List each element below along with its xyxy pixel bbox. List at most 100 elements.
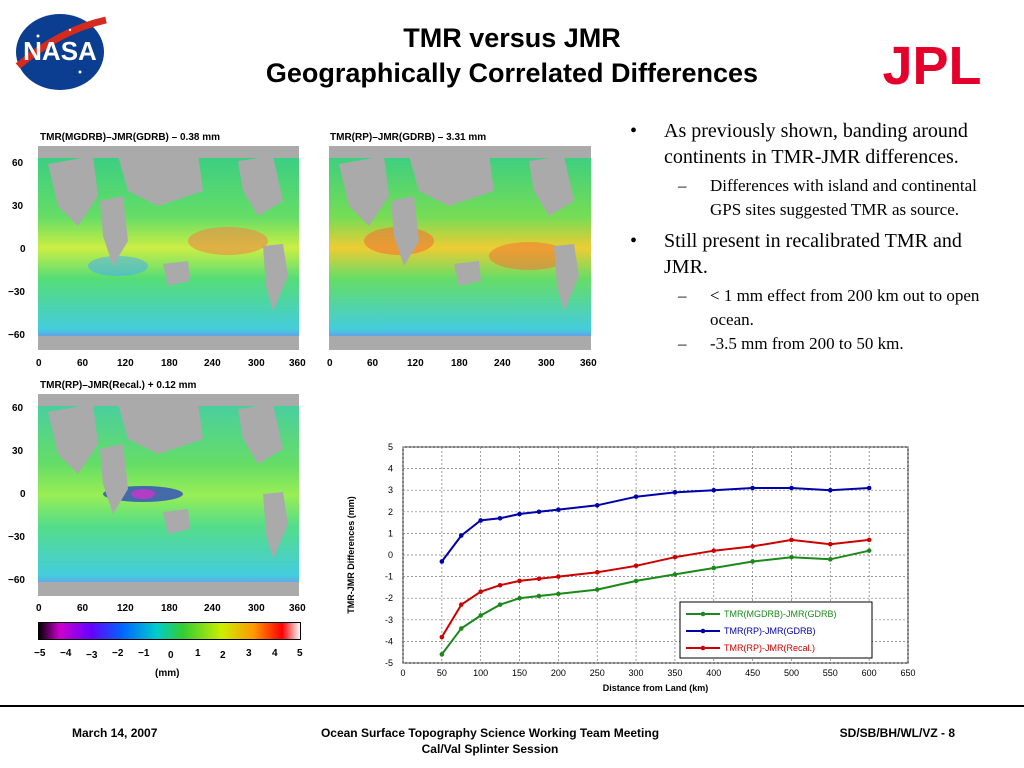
map1-lat-tick: 60 <box>12 158 24 169</box>
dash-icon: – <box>678 334 687 353</box>
data-point-series-3 <box>750 544 755 549</box>
map2-lon-tick: 300 <box>538 358 555 369</box>
data-point-series-1 <box>497 602 503 607</box>
sub-bullet-item: – Differences with island and continental… <box>620 174 1010 222</box>
footer-meeting: Ocean Surface Topography Science Working… <box>320 726 660 740</box>
map2-lon-tick: 120 <box>407 358 424 369</box>
data-point-series-1 <box>711 565 717 571</box>
y-tick-label: -3 <box>385 615 393 625</box>
map1-lat-tick: 30 <box>12 201 24 212</box>
map3-lon-tick: 0 <box>36 603 42 614</box>
legend-marker-2 <box>700 628 706 634</box>
map3-lon-tick: 300 <box>248 603 265 614</box>
y-tick-label: 3 <box>388 485 393 495</box>
bullet-list: • As previously shown, banding around con… <box>620 118 1010 362</box>
map2-lon-tick: 60 <box>367 358 379 369</box>
slide-title-line2: Geographically Correlated Differences <box>265 58 759 88</box>
sub-bullet-text: -3.5 mm from 200 to 50 km. <box>710 334 904 353</box>
data-point-series-2 <box>828 487 833 493</box>
map1-lat-tick: −60 <box>8 330 25 341</box>
legend-label-2: TMR(RP)-JMR(GDRB) <box>724 626 815 636</box>
data-point-series-1 <box>789 554 794 560</box>
data-point-series-1 <box>439 652 445 657</box>
data-point-series-3 <box>828 541 833 547</box>
data-point-series-2 <box>556 507 561 512</box>
nasa-logo: NASA <box>15 14 107 90</box>
footer-page: SD/SB/BH/WL/VZ - 8 <box>839 726 955 740</box>
y-tick-label: -5 <box>385 658 393 668</box>
data-point-series-2 <box>594 503 600 508</box>
data-point-series-1 <box>750 559 755 564</box>
map1-lon-tick: 180 <box>161 358 178 369</box>
data-point-series-2 <box>672 490 678 495</box>
map3-lat-tick: −30 <box>8 532 25 543</box>
data-point-series-1 <box>536 593 542 599</box>
data-point-series-2 <box>711 487 717 493</box>
data-point-series-3 <box>866 537 872 543</box>
dash-icon: – <box>678 176 687 195</box>
data-point-series-1 <box>672 572 678 577</box>
x-tick-label: 450 <box>745 668 760 678</box>
data-point-series-1 <box>517 595 522 601</box>
x-tick-label: 350 <box>667 668 682 678</box>
map2-lon-tick: 0 <box>327 358 333 369</box>
colorbar-tick: 1 <box>195 648 201 659</box>
y-tick-label: 0 <box>388 550 393 560</box>
bullet-text: As previously shown, banding around cont… <box>664 120 968 168</box>
map1-image <box>38 146 299 350</box>
map2-image <box>329 146 591 350</box>
x-tick-label: 200 <box>551 668 566 678</box>
bullet-dot-icon: • <box>630 120 638 142</box>
map1-lat-tick: −30 <box>8 287 25 298</box>
colorbar-tick: 0 <box>168 650 174 661</box>
map3-lon-tick: 240 <box>204 603 221 614</box>
data-point-series-3 <box>672 554 678 560</box>
map3-lat-tick: 0 <box>20 489 26 500</box>
y-tick-label: -1 <box>385 572 393 582</box>
data-point-series-2 <box>789 485 794 491</box>
map3-lon-tick: 180 <box>161 603 178 614</box>
data-point-series-2 <box>517 511 522 517</box>
x-tick-label: 600 <box>862 668 877 678</box>
legend-label-3: TMR(RP)-JMR(Recal.) <box>724 643 815 653</box>
colorbar-tick: −2 <box>112 648 124 659</box>
data-point-series-2 <box>750 485 755 491</box>
colorbar <box>38 622 301 640</box>
y-tick-label: -4 <box>385 636 393 646</box>
legend-label-1: TMR(MGDRB)-JMR(GDRB) <box>724 609 836 619</box>
data-point-series-3 <box>439 634 445 640</box>
colorbar-tick: 2 <box>220 650 226 661</box>
y-axis-label: TMR-JMR Differences (mm) <box>346 496 356 614</box>
map3-lon-tick: 60 <box>77 603 89 614</box>
data-point-series-2 <box>458 533 464 538</box>
line-chart: 0 50 100 150 200 250 300 350 400 450 500 550 600 6505… <box>346 442 916 693</box>
jpl-logo: JPL <box>882 40 981 90</box>
bullet-text: Still present in recalibrated TMR and JM… <box>664 230 962 278</box>
colorbar-unit: (mm) <box>155 668 180 679</box>
data-point-series-1 <box>594 587 600 592</box>
x-tick-label: 100 <box>473 668 488 678</box>
colorbar-tick: −3 <box>86 650 98 661</box>
jpl-logo-text: JPL <box>882 40 981 90</box>
x-tick-label: 300 <box>629 668 644 678</box>
map1-lon-tick: 300 <box>248 358 265 369</box>
colorbar-tick: −1 <box>138 648 150 659</box>
bullet-item: • Still present in recalibrated TMR and J… <box>620 228 1010 280</box>
map3-lon-tick: 360 <box>289 603 306 614</box>
data-point-series-3 <box>789 537 794 543</box>
data-point-series-3 <box>497 582 503 588</box>
data-point-series-3 <box>517 578 522 584</box>
x-tick-label: 250 <box>590 668 605 678</box>
map3-lat-tick: −60 <box>8 575 25 586</box>
map2-lon-tick: 180 <box>451 358 468 369</box>
x-tick-label: 50 <box>437 668 447 678</box>
data-point-series-3 <box>711 548 717 553</box>
data-point-series-3 <box>594 569 600 575</box>
y-tick-label: 4 <box>388 464 393 474</box>
data-point-series-3 <box>556 574 561 579</box>
dash-icon: – <box>678 286 687 305</box>
sub-bullet-item: – < 1 mm effect from 200 km out to open o… <box>620 284 1010 332</box>
data-point-series-1 <box>633 578 639 584</box>
map1-lon-tick: 360 <box>289 358 306 369</box>
map2-lon-tick: 360 <box>580 358 597 369</box>
